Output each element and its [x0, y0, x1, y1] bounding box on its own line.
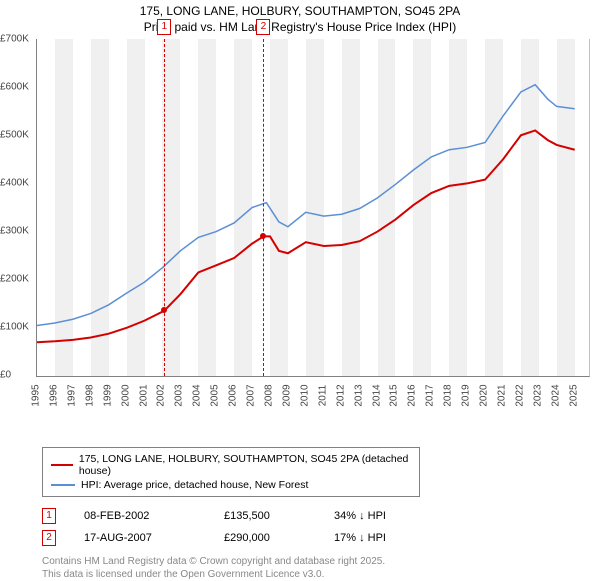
x-tick-label: 2012 [335, 385, 346, 407]
marker-label: 2 [256, 19, 270, 35]
y-tick-label: £0 [0, 370, 11, 381]
y-tick-label: £400K [0, 178, 29, 189]
y-tick-label: £700K [0, 34, 29, 45]
row-pct: 17% ↓ HPI [334, 532, 444, 544]
x-tick-label: 1998 [84, 385, 95, 407]
x-tick-label: 2017 [425, 385, 436, 407]
x-tick-label: 2023 [532, 385, 543, 407]
footer-attribution: Contains HM Land Registry data © Crown c… [42, 555, 600, 581]
x-tick-label: 2011 [317, 385, 328, 407]
x-tick-label: 2000 [120, 385, 131, 407]
y-tick-label: £100K [0, 322, 29, 333]
row-pct: 34% ↓ HPI [334, 510, 444, 522]
x-tick-label: 2005 [210, 385, 221, 407]
chart-lines [37, 39, 589, 376]
row-marker: 1 [42, 508, 56, 524]
title-line1: 175, LONG LANE, HOLBURY, SOUTHAMPTON, SO… [0, 4, 600, 20]
row-marker: 2 [42, 530, 56, 546]
x-tick-label: 2003 [174, 385, 185, 407]
x-tick-label: 2009 [281, 385, 292, 407]
y-tick-label: £600K [0, 82, 29, 93]
y-tick-label: £300K [0, 226, 29, 237]
table-row: 2 17-AUG-2007£290,00017% ↓ HPI [42, 527, 600, 549]
row-price: £290,000 [224, 532, 334, 544]
marker-label: 1 [157, 19, 171, 35]
x-tick-label: 2008 [263, 385, 274, 407]
x-tick-label: 2007 [246, 385, 257, 407]
x-tick-label: 2004 [192, 385, 203, 407]
x-tick-label: 2016 [407, 385, 418, 407]
x-tick-label: 1999 [102, 385, 113, 407]
x-tick-label: 2018 [443, 385, 454, 407]
chart-title: 175, LONG LANE, HOLBURY, SOUTHAMPTON, SO… [0, 0, 600, 35]
x-tick-label: 2002 [156, 385, 167, 407]
footer-line2: This data is licensed under the Open Gov… [42, 568, 600, 581]
transaction-table: 1 08-FEB-2002£135,50034% ↓ HPI 2 17-AUG-200… [42, 505, 600, 549]
legend-label: HPI: Average price, detached house, New … [81, 479, 308, 491]
series-line [37, 85, 575, 326]
title-line2: Price paid vs. HM Land Registry's House … [0, 20, 600, 36]
marker-point [161, 307, 167, 313]
marker-line [263, 39, 264, 376]
legend-swatch [51, 484, 75, 486]
x-tick-label: 2014 [371, 385, 382, 407]
marker-point [260, 233, 266, 239]
row-date: 08-FEB-2002 [84, 510, 224, 522]
legend-item: HPI: Average price, detached house, New … [51, 478, 411, 492]
y-tick-label: £200K [0, 274, 29, 285]
x-tick-label: 2021 [496, 385, 507, 407]
row-price: £135,500 [224, 510, 334, 522]
x-tick-label: 2010 [299, 385, 310, 407]
marker-line [164, 39, 165, 376]
chart-area: £0£100K£200K£300K£400K£500K£600K£700K 12… [4, 39, 590, 409]
x-tick-label: 2022 [514, 385, 525, 407]
table-row: 1 08-FEB-2002£135,50034% ↓ HPI [42, 505, 600, 527]
row-date: 17-AUG-2007 [84, 532, 224, 544]
y-tick-label: £500K [0, 130, 29, 141]
x-tick-label: 2015 [389, 385, 400, 407]
footer-line1: Contains HM Land Registry data © Crown c… [42, 555, 600, 568]
x-tick-label: 2024 [550, 385, 561, 407]
legend-label: 175, LONG LANE, HOLBURY, SOUTHAMPTON, SO… [79, 453, 411, 477]
x-tick-label: 1995 [31, 385, 42, 407]
series-line [37, 131, 575, 343]
x-tick-label: 2006 [228, 385, 239, 407]
x-tick-label: 2013 [353, 385, 364, 407]
legend-item: 175, LONG LANE, HOLBURY, SOUTHAMPTON, SO… [51, 452, 411, 478]
x-tick-label: 2025 [568, 385, 579, 407]
plot-region: 12 [36, 39, 590, 377]
legend: 175, LONG LANE, HOLBURY, SOUTHAMPTON, SO… [42, 447, 420, 497]
legend-swatch [51, 464, 73, 466]
x-tick-label: 1996 [48, 385, 59, 407]
x-tick-label: 2020 [479, 385, 490, 407]
x-tick-label: 2019 [461, 385, 472, 407]
x-tick-label: 2001 [138, 385, 149, 407]
x-tick-label: 1997 [66, 385, 77, 407]
